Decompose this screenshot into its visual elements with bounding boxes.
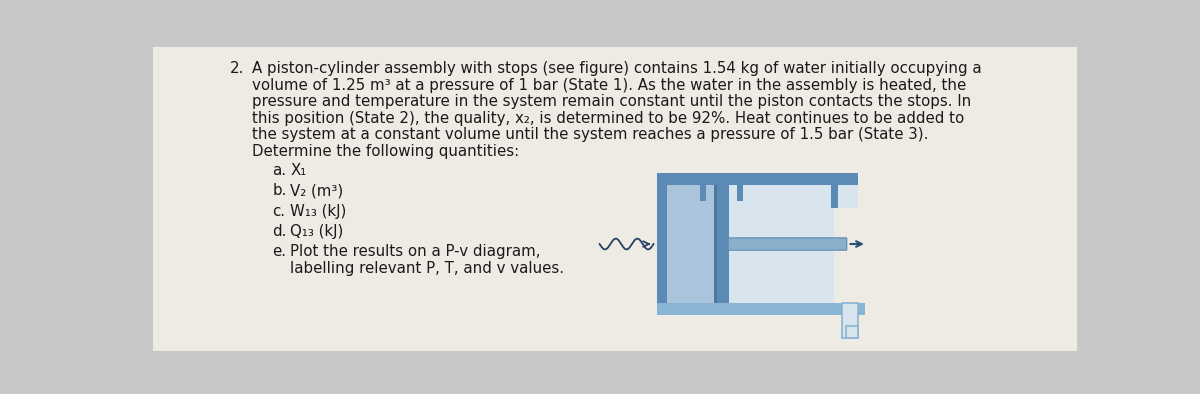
Bar — [666, 185, 834, 303]
Bar — [737, 177, 743, 201]
Text: e.: e. — [272, 244, 287, 259]
Text: V₂ (m³): V₂ (m³) — [290, 183, 343, 198]
Bar — [658, 303, 865, 315]
Text: volume of 1.25 m³ at a pressure of 1 bar (State 1). As the water in the assembly: volume of 1.25 m³ at a pressure of 1 bar… — [252, 78, 966, 93]
Text: Q₁₃ (kJ): Q₁₃ (kJ) — [290, 224, 343, 239]
Bar — [830, 185, 839, 208]
Text: A piston-cylinder assembly with stops (see figure) contains 1.54 kg of water ini: A piston-cylinder assembly with stops (s… — [252, 61, 982, 76]
Bar — [658, 173, 858, 185]
Bar — [700, 177, 706, 201]
Text: 2.: 2. — [230, 61, 245, 76]
Text: W₁₃ (kJ): W₁₃ (kJ) — [290, 204, 347, 219]
Bar — [716, 185, 728, 303]
Bar — [839, 185, 858, 208]
Text: b.: b. — [272, 183, 287, 198]
Text: pressure and temperature in the system remain constant until the piston contacts: pressure and temperature in the system r… — [252, 94, 971, 109]
Bar — [658, 185, 666, 315]
Text: the system at a constant volume until the system reaches a pressure of 1.5 bar (: the system at a constant volume until th… — [252, 127, 928, 142]
Bar — [846, 326, 858, 338]
Bar — [666, 185, 716, 303]
Bar — [830, 185, 858, 208]
Text: a.: a. — [272, 163, 287, 178]
Text: Determine the following quantities:: Determine the following quantities: — [252, 144, 518, 159]
Text: c.: c. — [272, 204, 286, 219]
Text: this position (State 2), the quality, x₂, is determined to be 92%. Heat continue: this position (State 2), the quality, x₂… — [252, 111, 964, 126]
Bar — [842, 303, 858, 338]
Text: d.: d. — [272, 224, 287, 239]
Text: Plot the results on a P-v diagram,: Plot the results on a P-v diagram, — [290, 244, 540, 259]
Text: labelling relevant P, T, and v values.: labelling relevant P, T, and v values. — [290, 261, 564, 276]
FancyBboxPatch shape — [728, 238, 847, 250]
Text: X₁: X₁ — [290, 163, 306, 178]
Bar — [714, 185, 716, 303]
